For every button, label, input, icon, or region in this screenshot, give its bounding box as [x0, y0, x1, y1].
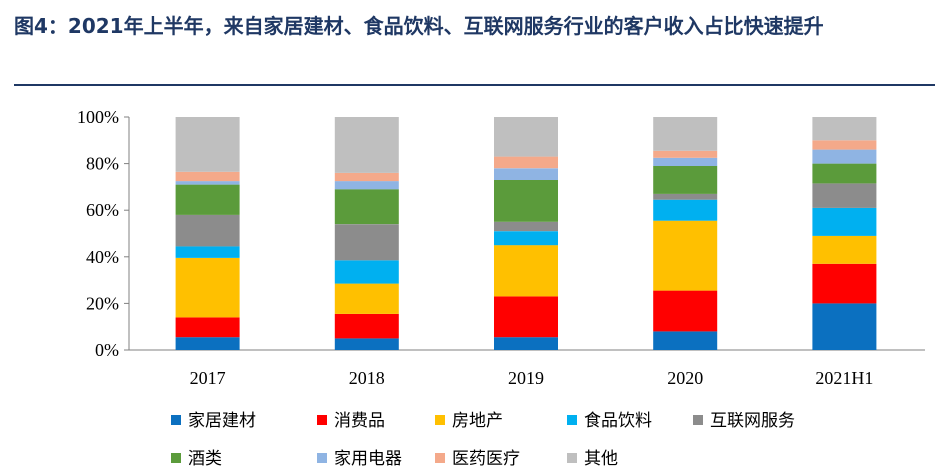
- y-tick-label: 60%: [86, 200, 119, 220]
- y-tick-label: 100%: [77, 107, 119, 127]
- bar-segment-2019-6: [494, 168, 558, 180]
- legend-label: 酒类: [188, 449, 222, 469]
- bar-segment-2017-7: [175, 171, 240, 182]
- bar-segment-2017-6: [175, 181, 240, 185]
- legend-label: 家用电器: [334, 449, 402, 469]
- bar-segment-2018-6: [334, 181, 399, 190]
- bar-segment-2019-3: [494, 231, 558, 246]
- legend-label: 房地产: [452, 411, 503, 431]
- bar-segment-2017-2: [175, 258, 240, 318]
- bar-segment-2020-4: [653, 193, 718, 200]
- legend-label: 消费品: [334, 411, 385, 431]
- bar-segment-2017-3: [175, 246, 240, 258]
- bar-segment-2018-7: [334, 172, 399, 182]
- bar-segment-2019-5: [494, 179, 558, 222]
- y-axis-ticks: 0% 20% 40% 60% 80% 100%: [77, 107, 129, 360]
- x-tick-label: 2019: [508, 368, 544, 388]
- bars: [175, 117, 877, 350]
- legend-swatch: [171, 453, 181, 463]
- bar-segment-2018-8: [334, 117, 399, 173]
- bar-segment-2018-2: [334, 283, 399, 314]
- legend-swatch: [317, 453, 327, 463]
- x-tick-label: 2018: [349, 368, 385, 388]
- x-tick-label: 2020: [667, 368, 703, 388]
- y-tick-label: 0%: [95, 340, 119, 360]
- bar-segment-2021h1-0: [812, 303, 877, 350]
- y-tick-label: 40%: [86, 247, 119, 267]
- bar-segment-2017-1: [175, 317, 240, 338]
- bar-segment-2019-4: [494, 221, 558, 232]
- bar-segment-2017-0: [175, 337, 240, 350]
- legend-swatch: [171, 415, 181, 425]
- legend-label: 其他: [584, 449, 618, 469]
- bar-segment-2017-5: [175, 184, 240, 215]
- legend-swatch: [693, 415, 703, 425]
- bar-segment-2021h1-2: [812, 235, 877, 264]
- legend-swatch: [435, 415, 445, 425]
- bar-segment-2018-1: [334, 313, 399, 339]
- bar-segment-2020-3: [653, 199, 718, 221]
- x-tick-label: 2017: [190, 368, 226, 388]
- legend-swatch: [567, 415, 577, 425]
- bar-segment-2021h1-4: [812, 183, 877, 208]
- bar-segment-2020-6: [653, 157, 718, 166]
- bar-segment-2021h1-1: [812, 263, 877, 304]
- bar-segment-2019-0: [494, 337, 558, 350]
- legend-label: 家居建材: [188, 411, 256, 431]
- bar-segment-2021h1-6: [812, 149, 877, 164]
- bar-segment-2018-5: [334, 189, 399, 225]
- x-tick-label: 2021H1: [815, 368, 873, 388]
- bar-segment-2021h1-7: [812, 140, 877, 150]
- bar-segment-2020-8: [653, 117, 718, 151]
- bar-segment-2019-2: [494, 245, 558, 297]
- bar-segment-2020-0: [653, 331, 718, 350]
- title-rule: [14, 84, 935, 86]
- legend-label: 食品饮料: [584, 411, 652, 431]
- bar-segment-2018-0: [334, 338, 399, 350]
- bar-segment-2019-1: [494, 296, 558, 338]
- bar-segment-2020-5: [653, 165, 718, 194]
- bar-segment-2019-8: [494, 117, 558, 157]
- legend-swatch: [317, 415, 327, 425]
- legend-label: 医药医疗: [452, 449, 520, 469]
- bar-segment-2017-8: [175, 117, 240, 172]
- bar-segment-2018-3: [334, 260, 399, 284]
- legend-swatch: [435, 453, 445, 463]
- bar-segment-2020-2: [653, 220, 718, 291]
- y-tick-label: 80%: [86, 154, 119, 174]
- bar-segment-2021h1-3: [812, 207, 877, 236]
- bar-segment-2019-7: [494, 156, 558, 169]
- bar-segment-2020-7: [653, 150, 718, 158]
- x-axis-labels: 2017 2018 2019 2020 2021H1: [190, 368, 874, 388]
- figure-title: 图4：2021年上半年，来自家居建材、食品饮料、互联网服务行业的客户收入占比快速…: [14, 14, 824, 38]
- bar-segment-2018-4: [334, 224, 399, 261]
- bar-segment-2021h1-5: [812, 163, 877, 184]
- legend-label: 互联网服务: [710, 411, 795, 431]
- bar-segment-2017-4: [175, 214, 240, 247]
- y-tick-label: 20%: [86, 293, 119, 313]
- bar-segment-2021h1-8: [812, 117, 877, 141]
- legend-swatch: [567, 453, 577, 463]
- bar-segment-2020-1: [653, 290, 718, 332]
